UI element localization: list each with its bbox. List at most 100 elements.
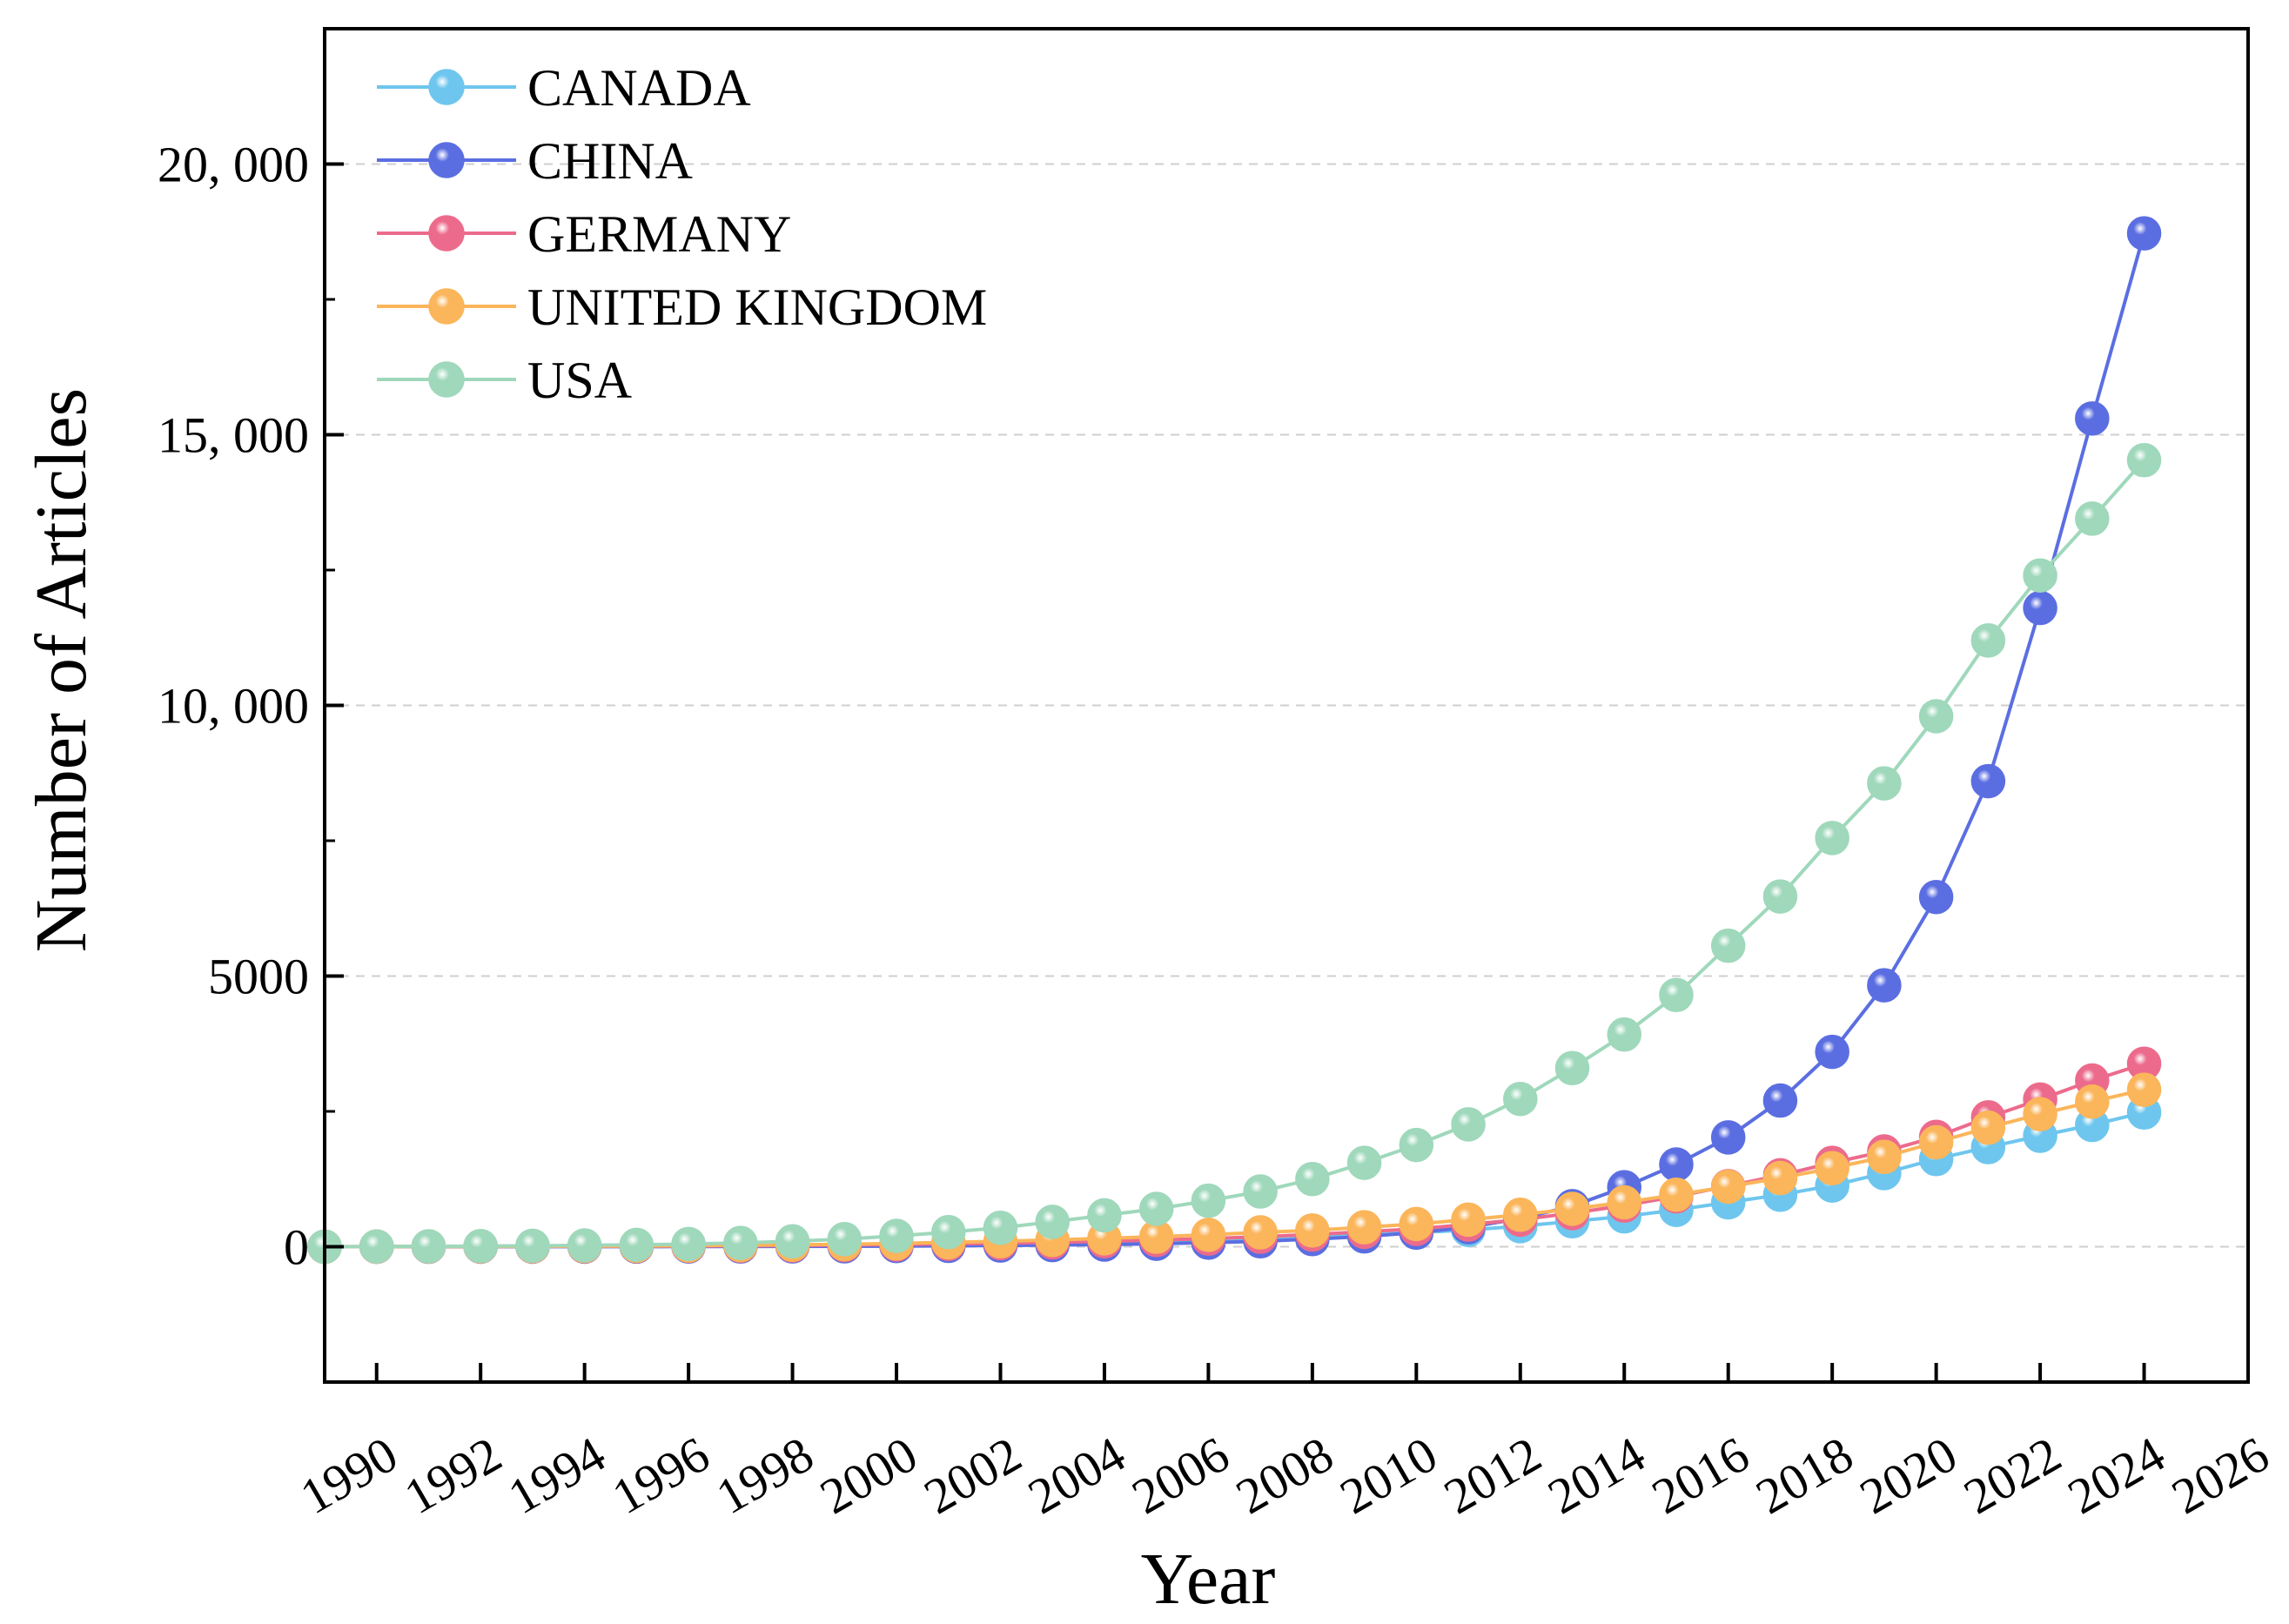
data-point bbox=[1243, 1174, 1278, 1209]
data-point bbox=[1243, 1215, 1278, 1250]
data-point bbox=[1191, 1183, 1226, 1218]
series-layer bbox=[307, 216, 2162, 1265]
x-tick-label: 2014 bbox=[1539, 1426, 1655, 1525]
data-point bbox=[567, 1228, 602, 1263]
data-point bbox=[1035, 1205, 1070, 1239]
legend-label: GERMANY bbox=[527, 205, 791, 263]
legend-marker bbox=[428, 361, 465, 398]
data-point bbox=[671, 1226, 706, 1262]
y-tick-label: 15, 000 bbox=[158, 407, 309, 464]
x-tick-label: 2012 bbox=[1434, 1426, 1550, 1525]
legend-marker bbox=[428, 69, 465, 105]
data-point bbox=[1710, 1120, 1746, 1155]
x-tick-label: 1996 bbox=[603, 1426, 719, 1525]
x-tick-label: 2000 bbox=[811, 1426, 927, 1525]
data-point bbox=[1867, 766, 1902, 801]
legend: CANADA CHINA GERMANY UNITED KINGDOM USA bbox=[377, 59, 987, 409]
x-tick-label: 2026 bbox=[2163, 1426, 2279, 1525]
data-point bbox=[1087, 1198, 1122, 1233]
x-tick-label: 1992 bbox=[395, 1426, 511, 1525]
x-axis-title: Year bbox=[1141, 1539, 1276, 1620]
legend-label: CANADA bbox=[527, 59, 751, 117]
gridlines bbox=[325, 163, 2248, 1248]
data-point bbox=[515, 1228, 550, 1264]
x-tick-label: 2008 bbox=[1226, 1426, 1342, 1525]
data-point bbox=[1867, 968, 1902, 1003]
data-point bbox=[2126, 442, 2162, 478]
data-point bbox=[1346, 1145, 1382, 1180]
data-point bbox=[1503, 1198, 1538, 1232]
data-point bbox=[359, 1229, 394, 1264]
data-point bbox=[1503, 1081, 1538, 1117]
data-point bbox=[1346, 1210, 1382, 1245]
data-point bbox=[2075, 401, 2110, 436]
legend-label: UNITED KINGDOM bbox=[527, 278, 987, 336]
data-point bbox=[1554, 1191, 1590, 1226]
data-point bbox=[1138, 1191, 1174, 1226]
data-point bbox=[1970, 623, 2006, 658]
data-point bbox=[723, 1225, 758, 1260]
series-line bbox=[324, 459, 2145, 1249]
data-point bbox=[1191, 1218, 1226, 1252]
x-tick-label: 2018 bbox=[1747, 1426, 1863, 1525]
x-tick-label: 2004 bbox=[1018, 1426, 1134, 1525]
x-tick-label: 2016 bbox=[1642, 1426, 1758, 1525]
data-point bbox=[2075, 1084, 2110, 1119]
y-tick-label: 0 bbox=[284, 1219, 309, 1276]
x-tick-label: 1990 bbox=[291, 1426, 406, 1525]
x-tick-label: 2024 bbox=[2058, 1426, 2174, 1525]
x-tick-label: 1994 bbox=[499, 1426, 614, 1525]
data-point bbox=[1815, 1034, 1849, 1070]
data-point bbox=[1554, 1050, 1590, 1085]
data-point bbox=[2023, 1097, 2057, 1131]
x-tick-label: 2006 bbox=[1123, 1426, 1238, 1525]
data-point bbox=[2126, 1072, 2162, 1107]
series-usa bbox=[307, 442, 2162, 1265]
x-tick-label: 2020 bbox=[1850, 1426, 1966, 1525]
legend-marker bbox=[428, 215, 465, 252]
data-point bbox=[1815, 1151, 1849, 1186]
data-point bbox=[1762, 1083, 1798, 1118]
data-point bbox=[775, 1224, 810, 1259]
legend-marker bbox=[428, 142, 465, 178]
data-point bbox=[931, 1214, 966, 1250]
data-point bbox=[1918, 1124, 1954, 1160]
data-point bbox=[1451, 1202, 1486, 1238]
data-point bbox=[2023, 590, 2057, 626]
x-tick-label: 2010 bbox=[1331, 1426, 1447, 1525]
data-point bbox=[1815, 821, 1849, 856]
data-point bbox=[1659, 1178, 1694, 1212]
y-tick-label: 5000 bbox=[208, 949, 309, 1005]
data-point bbox=[1295, 1213, 1330, 1248]
data-point bbox=[1659, 977, 1694, 1013]
data-point bbox=[1659, 1147, 1694, 1182]
data-point bbox=[1918, 699, 1954, 734]
y-axis-title: Number of Articles bbox=[21, 388, 102, 953]
data-point bbox=[827, 1222, 863, 1257]
data-point bbox=[1970, 763, 2006, 799]
data-point bbox=[1762, 879, 1798, 914]
y-tick-labels: 0 5000 10, 000 15, 000 20, 000 bbox=[158, 137, 309, 1276]
x-tick-labels: 1990199219941996199820002002200420062008… bbox=[291, 1426, 2278, 1525]
data-point bbox=[463, 1229, 498, 1264]
axis-ticks bbox=[325, 27, 2250, 1384]
data-point bbox=[2023, 558, 2057, 593]
y-tick-label: 20, 000 bbox=[158, 137, 309, 193]
x-tick-label: 1998 bbox=[707, 1426, 822, 1525]
data-point bbox=[1607, 1017, 1641, 1052]
y-tick-label: 10, 000 bbox=[158, 678, 309, 735]
data-point bbox=[411, 1229, 446, 1264]
data-point bbox=[1710, 928, 1746, 963]
data-point bbox=[1762, 1160, 1798, 1196]
legend-label: CHINA bbox=[527, 132, 693, 190]
legend-marker bbox=[428, 288, 465, 325]
data-point bbox=[1867, 1139, 1902, 1174]
data-point bbox=[1451, 1107, 1486, 1142]
x-tick-label: 2022 bbox=[1955, 1426, 2071, 1525]
data-point bbox=[619, 1227, 654, 1263]
data-point bbox=[1295, 1162, 1330, 1197]
x-tick-label: 2002 bbox=[915, 1426, 1030, 1525]
data-point bbox=[1607, 1184, 1641, 1220]
legend-label: USA bbox=[527, 352, 632, 409]
